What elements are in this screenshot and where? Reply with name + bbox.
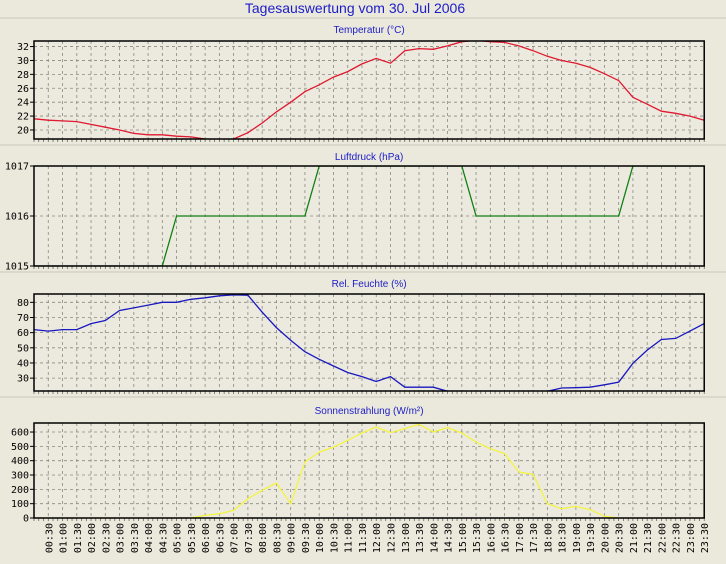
pressure-title: Luftdruck (hPa) bbox=[335, 152, 403, 163]
page-title: Tagesauswertung vom 30. Jul 2006 bbox=[245, 0, 465, 16]
x-tick-label: 00:30 bbox=[44, 523, 55, 553]
y-tick-label: 1015 bbox=[5, 262, 29, 273]
humidity-title: Rel. Feuchte (%) bbox=[332, 279, 407, 290]
y-tick-label: 20 bbox=[17, 125, 29, 136]
x-tick-label: 22:00 bbox=[657, 523, 668, 553]
x-tick-label: 02:00 bbox=[87, 523, 98, 553]
y-tick-label: 24 bbox=[17, 98, 29, 109]
x-tick-label: 14:30 bbox=[444, 523, 455, 553]
x-tick-label: 04:30 bbox=[158, 523, 169, 553]
x-tick-label: 15:00 bbox=[458, 523, 469, 553]
x-tick-label: 16:00 bbox=[486, 523, 497, 553]
y-tick-label: 30 bbox=[17, 56, 29, 67]
x-tick-label: 22:30 bbox=[672, 523, 683, 553]
x-tick-label: 11:00 bbox=[344, 523, 355, 553]
x-tick-label: 03:30 bbox=[130, 523, 141, 553]
x-tick-label: 20:00 bbox=[600, 523, 611, 553]
temperature-title: Temperatur (°C) bbox=[333, 25, 404, 36]
solar-radiation-panel: Sonnenstrahlung (W/m²) 0 100 200 300 400 500 60… bbox=[11, 406, 705, 525]
x-tick-label: 01:30 bbox=[73, 523, 84, 553]
x-tick-label: 11:30 bbox=[358, 523, 369, 553]
pressure-series-line bbox=[34, 166, 705, 266]
x-tick-label: 21:30 bbox=[643, 523, 654, 553]
x-tick-label: 12:00 bbox=[372, 523, 383, 553]
y-tick-label: 30 bbox=[17, 374, 29, 385]
y-tick-label: 400 bbox=[11, 456, 29, 467]
y-tick-label: 28 bbox=[17, 70, 29, 81]
y-tick-label: 1017 bbox=[5, 162, 29, 173]
x-tick-label: 10:30 bbox=[329, 523, 340, 553]
x-tick-label: 05:30 bbox=[187, 523, 198, 553]
x-tick-label: 18:00 bbox=[543, 523, 554, 553]
humidity-panel: Rel. Feuchte (%) 30 40 50 60 70 80 bbox=[0, 279, 726, 398]
plot-border bbox=[33, 293, 705, 392]
y-tick-label: 1016 bbox=[5, 212, 29, 223]
y-tick-label: 50 bbox=[17, 343, 29, 354]
x-tick-label: 04:00 bbox=[144, 523, 155, 553]
x-tick-label: 18:30 bbox=[558, 523, 569, 553]
x-tick-label: 02:30 bbox=[101, 523, 112, 553]
y-tick-label: 300 bbox=[11, 471, 29, 482]
plot-area bbox=[34, 294, 705, 391]
x-tick-label: 23:30 bbox=[700, 523, 711, 553]
y-tick-label: 80 bbox=[17, 298, 29, 309]
y-tick-label: 500 bbox=[11, 442, 29, 453]
y-tick-label: 200 bbox=[11, 485, 29, 496]
y-tick-label: 32 bbox=[17, 42, 29, 53]
x-tick-label: 06:00 bbox=[201, 523, 212, 553]
x-tick-label: 10:00 bbox=[315, 523, 326, 553]
plot-border bbox=[33, 40, 705, 140]
x-tick-label: 14:00 bbox=[429, 523, 440, 553]
solar-radiation-series-line bbox=[34, 423, 705, 518]
y-tick-label: 70 bbox=[17, 313, 29, 324]
chart-panels: Temperatur (°C) 20 22 24 26 28 30 32 Luftdruck (… bbox=[0, 25, 726, 553]
y-tick-label: 60 bbox=[17, 328, 29, 339]
y-tick-label: 26 bbox=[17, 84, 29, 95]
humidity-series-line bbox=[34, 294, 705, 391]
plot-border bbox=[33, 165, 705, 267]
x-tick-label: 15:30 bbox=[472, 523, 483, 553]
x-tick-label: 09:00 bbox=[287, 523, 298, 553]
x-tick-label: 08:00 bbox=[258, 523, 269, 553]
y-tick-label: 40 bbox=[17, 358, 29, 369]
pressure-panel: Luftdruck (hPa) 1015 1016 1017 bbox=[0, 152, 726, 273]
plot-border bbox=[33, 422, 705, 519]
x-tick-label: 21:00 bbox=[629, 523, 640, 553]
plot-area bbox=[34, 423, 705, 518]
x-tick-label: 12:30 bbox=[387, 523, 398, 553]
y-tick-label: 0 bbox=[23, 514, 29, 525]
x-tick-label: 05:00 bbox=[173, 523, 184, 553]
x-tick-label: 19:30 bbox=[586, 523, 597, 553]
x-tick-label: 08:30 bbox=[272, 523, 283, 553]
x-tick-label: 03:00 bbox=[116, 523, 127, 553]
x-tick-label: 06:30 bbox=[215, 523, 226, 553]
x-tick-label: 16:30 bbox=[501, 523, 512, 553]
y-tick-label: 600 bbox=[11, 428, 29, 439]
x-tick-label: 01:00 bbox=[59, 523, 70, 553]
x-tick-label: 17:00 bbox=[515, 523, 526, 553]
y-tick-label: 100 bbox=[11, 499, 29, 510]
x-axis-labels: 00:30 01:00 01:30 02:00 02:30 03:00 03:30 04:00… bbox=[44, 523, 711, 553]
x-tick-label: 17:30 bbox=[529, 523, 540, 553]
x-tick-label: 23:00 bbox=[686, 523, 697, 553]
x-tick-label: 20:30 bbox=[615, 523, 626, 553]
plot-area bbox=[34, 41, 705, 139]
x-tick-label: 07:30 bbox=[244, 523, 255, 553]
x-tick-label: 09:30 bbox=[301, 523, 312, 553]
solar-radiation-title: Sonnenstrahlung (W/m²) bbox=[315, 406, 424, 417]
temperature-series-line bbox=[34, 41, 705, 139]
temperature-panel: Temperatur (°C) 20 22 24 26 28 30 32 bbox=[0, 25, 726, 146]
x-tick-label: 13:00 bbox=[401, 523, 412, 553]
x-tick-label: 13:30 bbox=[415, 523, 426, 553]
x-tick-label: 19:00 bbox=[572, 523, 583, 553]
y-tick-label: 22 bbox=[17, 112, 29, 123]
x-tick-label: 07:00 bbox=[230, 523, 241, 553]
